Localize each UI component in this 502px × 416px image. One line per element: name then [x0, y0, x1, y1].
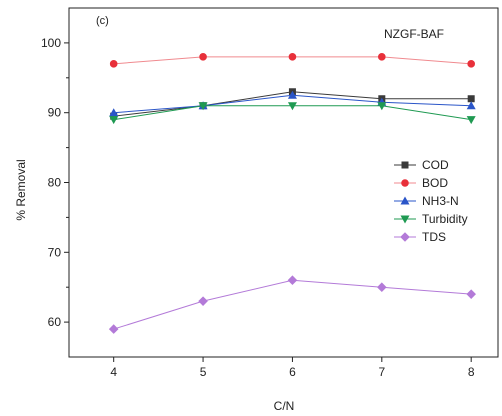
- y-tick-label: 100: [41, 36, 61, 50]
- y-axis-label: % Removal: [14, 159, 28, 220]
- legend-label: NH3-N: [422, 194, 459, 208]
- data-point: [377, 282, 387, 292]
- y-tick-label: 70: [48, 245, 62, 259]
- legend: COD BOD NH3-N Turbidity TDS: [394, 158, 468, 244]
- x-tick-label: 4: [110, 365, 117, 379]
- legend-label: BOD: [422, 176, 448, 190]
- legend-entry: BOD: [394, 176, 448, 190]
- legend-marker: [400, 196, 410, 205]
- panel-label: (c): [96, 15, 109, 27]
- legend-entry: Turbidity: [394, 212, 468, 226]
- legend-label: TDS: [422, 230, 446, 244]
- data-point: [466, 116, 476, 125]
- legend-entry: COD: [394, 158, 449, 172]
- series-nh3-n: [109, 90, 476, 117]
- chart-title: NZGF-BAF: [384, 27, 444, 41]
- data-point: [467, 60, 475, 68]
- x-axis-ticks: 4 5 6 7 8: [110, 357, 475, 379]
- series-line: [113, 279, 472, 330]
- legend-marker: [400, 232, 410, 242]
- legend-label: Turbidity: [422, 212, 468, 226]
- legend-label: COD: [422, 158, 449, 172]
- data-point: [466, 101, 476, 110]
- x-tick-label: 6: [289, 365, 296, 379]
- x-tick-label: 5: [200, 365, 207, 379]
- data-point: [287, 90, 297, 99]
- data-point: [199, 53, 207, 61]
- series-tds: [108, 275, 476, 334]
- y-tick-label: 80: [48, 176, 62, 190]
- data-point: [109, 108, 119, 117]
- data-point: [109, 116, 119, 125]
- data-point: [378, 53, 386, 61]
- y-tick-label: 90: [48, 106, 62, 120]
- series-bod: [109, 53, 475, 68]
- data-point: [466, 289, 476, 299]
- x-tick-label: 8: [468, 365, 475, 379]
- legend-marker: [401, 161, 409, 169]
- legend-entry: TDS: [394, 230, 446, 244]
- data-point: [109, 60, 118, 68]
- data-point: [108, 324, 119, 334]
- data-point: [198, 296, 208, 306]
- y-tick-label: 60: [48, 315, 62, 329]
- y-axis-ticks: 60 70 80 90 100: [41, 36, 69, 329]
- data-point: [198, 102, 208, 111]
- x-axis-label: C/N: [274, 399, 295, 413]
- data-point: [288, 53, 297, 61]
- data-point: [287, 102, 297, 111]
- x-tick-label: 7: [378, 365, 385, 379]
- data-point: [377, 102, 387, 111]
- data-point: [467, 95, 475, 103]
- series-turbidity: [109, 102, 476, 125]
- legend-marker: [401, 179, 409, 187]
- legend-marker: [400, 215, 410, 224]
- series-layer: [108, 53, 476, 334]
- legend-entry: NH3-N: [394, 194, 459, 208]
- data-point: [287, 275, 298, 286]
